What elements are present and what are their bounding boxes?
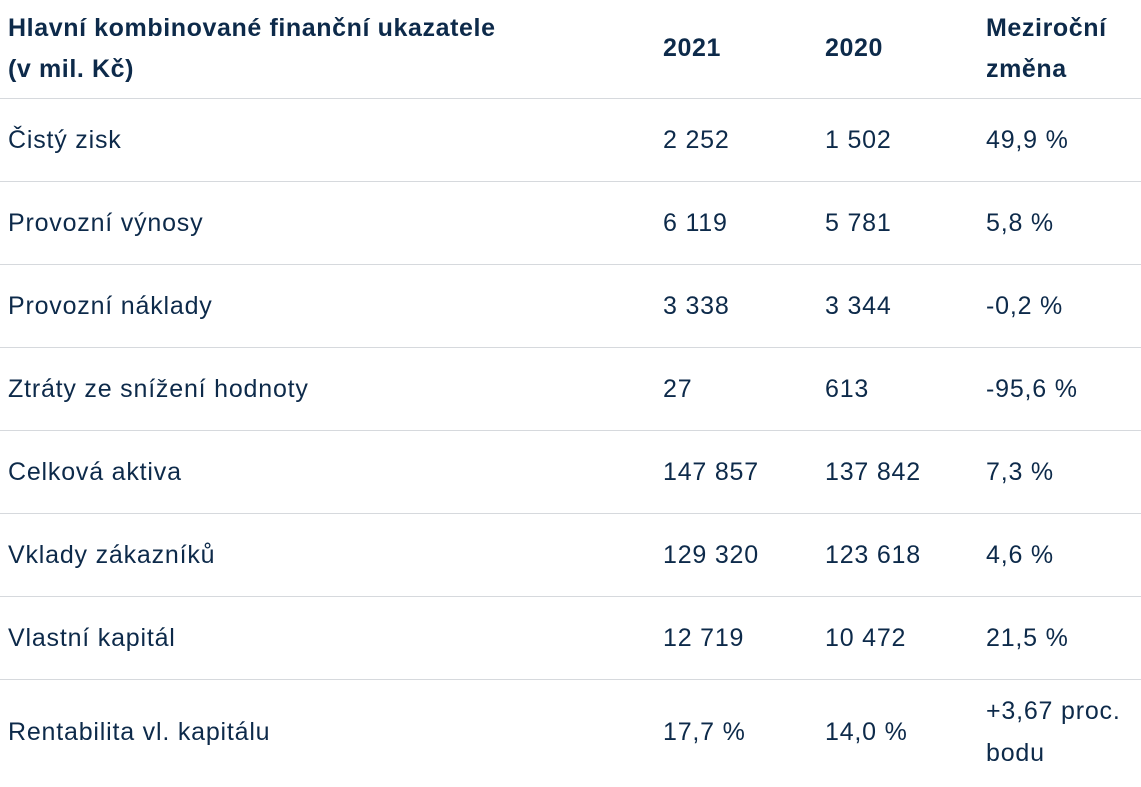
row-label: Celková aktiva xyxy=(0,430,655,514)
table-row: Celková aktiva 147 857 137 842 7,3 % xyxy=(0,430,1141,514)
value-2021: 17,7 % xyxy=(663,718,746,747)
header-row: Hlavní kombinované finanční ukazatele (v… xyxy=(0,0,1141,99)
value-2020: 3 344 xyxy=(817,264,978,348)
header-year-2020: 2020 xyxy=(817,0,978,99)
table-row: Ztráty ze snížení hodnoty 27 613 -95,6 % xyxy=(0,347,1141,431)
value-2021: 6 119 xyxy=(655,181,817,265)
header-year-2021: 2021 xyxy=(655,0,817,99)
value-change: 7,3 % xyxy=(978,430,1141,514)
table-row: Rentabilita vl. kapitálu 17,7 % 14,0 % +… xyxy=(0,679,1141,785)
header-change-line1: Meziroční xyxy=(986,13,1107,42)
value-2021: 3 338 xyxy=(655,264,817,348)
value-2020: 10 472 xyxy=(817,596,978,680)
table-row: Provozní výnosy 6 119 5 781 5,8 % xyxy=(0,181,1141,265)
row-label: Provozní náklady xyxy=(0,264,655,348)
table-row: Vlastní kapitál 12 719 10 472 21,5 % xyxy=(0,596,1141,680)
value-change: +3,67 proc. bodu xyxy=(978,679,1141,785)
header-change-line2: změna xyxy=(986,54,1067,83)
row-label: Ztráty ze snížení hodnoty xyxy=(0,347,655,431)
value-2021: 2 252 xyxy=(655,98,817,182)
table-row: Vklady zákazníků 129 320 123 618 4,6 % xyxy=(0,513,1141,597)
value-2021: 12 719 xyxy=(655,596,817,680)
row-label: Čistý zisk xyxy=(0,98,655,182)
header-indicator-line2: (v mil. Kč) xyxy=(8,54,135,83)
value-change: 4,6 % xyxy=(978,513,1141,597)
value-change: 5,8 % xyxy=(978,181,1141,265)
header-change: Meziroční změna xyxy=(978,0,1141,99)
table-header: Hlavní kombinované finanční ukazatele (v… xyxy=(0,0,1141,99)
value-change: -95,6 % xyxy=(978,347,1141,431)
header-indicator-line1: Hlavní kombinované finanční ukazatele xyxy=(8,13,496,42)
row-label: Vklady zákazníků xyxy=(0,513,655,597)
header-indicator: Hlavní kombinované finanční ukazatele (v… xyxy=(0,0,655,99)
value-2020: 137 842 xyxy=(817,430,978,514)
value-2020: 613 xyxy=(817,347,978,431)
value-change-line2: bodu xyxy=(986,739,1045,768)
row-label: Rentabilita vl. kapitálu xyxy=(8,718,271,747)
value-change: 21,5 % xyxy=(978,596,1141,680)
value-2021: 129 320 xyxy=(655,513,817,597)
value-change: 49,9 % xyxy=(978,98,1141,182)
row-label: Vlastní kapitál xyxy=(0,596,655,680)
value-change-line1: +3,67 proc. xyxy=(986,697,1121,726)
row-label: Provozní výnosy xyxy=(0,181,655,265)
value-2021: 147 857 xyxy=(655,430,817,514)
value-change: -0,2 % xyxy=(978,264,1141,348)
value-2021: 27 xyxy=(655,347,817,431)
value-2020: 1 502 xyxy=(817,98,978,182)
value-2020: 123 618 xyxy=(817,513,978,597)
value-2020: 5 781 xyxy=(817,181,978,265)
value-2020: 14,0 % xyxy=(825,718,908,747)
table-row: Čistý zisk 2 252 1 502 49,9 % xyxy=(0,98,1141,182)
table-row: Provozní náklady 3 338 3 344 -0,2 % xyxy=(0,264,1141,348)
table-body: Čistý zisk 2 252 1 502 49,9 % Provozní v… xyxy=(0,98,1141,785)
